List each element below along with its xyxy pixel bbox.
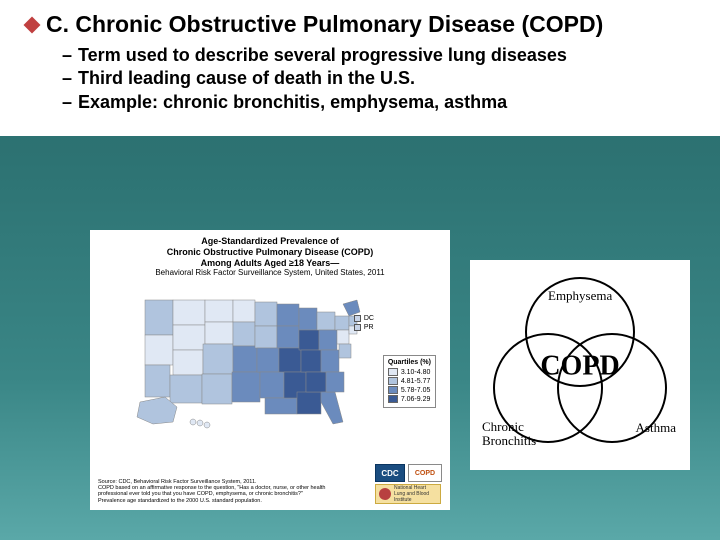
bullet-text: Third leading cause of death in the U.S.: [78, 68, 415, 90]
bullet-item: – Third leading cause of death in the U.…: [62, 68, 700, 90]
venn-left-label: Chronic Bronchitis: [482, 420, 536, 449]
diamond-bullet-icon: [24, 17, 41, 34]
map-title-line: Age-Standardized Prevalence of: [98, 236, 442, 247]
bullet-text: Example: chronic bronchitis, emphysema, …: [78, 92, 507, 114]
bullet-item: – Term used to describe several progress…: [62, 45, 700, 67]
us-choropleth-map: [135, 282, 405, 432]
bullet-list: – Term used to describe several progress…: [62, 45, 700, 114]
map-footer: Source: CDC, Behavioral Risk Factor Surv…: [98, 464, 442, 504]
bullet-item: – Example: chronic bronchitis, emphysema…: [62, 92, 700, 114]
dash-icon: –: [62, 92, 72, 114]
map-legend: Quartiles (%) 3.10-4.80 4.81-5.77 5.78-7…: [383, 355, 436, 408]
map-title-line: Chronic Obstructive Pulmonary Disease (C…: [98, 247, 442, 258]
map-subtitle: Behavioral Risk Factor Surveillance Syst…: [98, 268, 442, 278]
venn-right-label: Asthma: [636, 420, 676, 436]
images-row: Age-Standardized Prevalence of Chronic O…: [0, 230, 720, 510]
venn-center-label: COPD: [540, 351, 619, 383]
venn-top-label: Emphysema: [548, 288, 612, 304]
slide-title: C. Chronic Obstructive Pulmonary Disease…: [46, 10, 603, 39]
slide-content: C. Chronic Obstructive Pulmonary Disease…: [0, 0, 720, 136]
legend-label: 5.78-7.05: [401, 387, 431, 394]
legend-label: 4.81-5.77: [401, 378, 431, 385]
marker-pr: PR: [364, 324, 374, 331]
legend-title: Quartiles (%): [388, 359, 431, 366]
cdc-logo-icon: CDC: [375, 464, 405, 482]
footer-logos: CDC COPD National Heart Lung and Blood I…: [375, 464, 442, 504]
map-source-note: Source: CDC, Behavioral Risk Factor Surv…: [98, 479, 328, 504]
map-dc-pr-markers: DC PR: [354, 315, 374, 333]
dash-icon: –: [62, 45, 72, 67]
nhlbi-logo-icon: National Heart Lung and Blood Institute: [375, 484, 441, 504]
legend-label: 7.06-9.29: [401, 396, 431, 403]
venn-diagram: COPD Emphysema Chronic Bronchitis Asthma: [470, 260, 690, 470]
marker-dc: DC: [364, 315, 374, 322]
map-title-line: Among Adults Aged ≥18 Years—: [98, 258, 442, 269]
legend-label: 3.10-4.80: [401, 369, 431, 376]
us-map-chart: Age-Standardized Prevalence of Chronic O…: [90, 230, 450, 510]
copd-logo-icon: COPD: [408, 464, 442, 482]
bullet-text: Term used to describe several progressiv…: [78, 45, 567, 67]
title-row: C. Chronic Obstructive Pulmonary Disease…: [26, 10, 700, 39]
dash-icon: –: [62, 68, 72, 90]
